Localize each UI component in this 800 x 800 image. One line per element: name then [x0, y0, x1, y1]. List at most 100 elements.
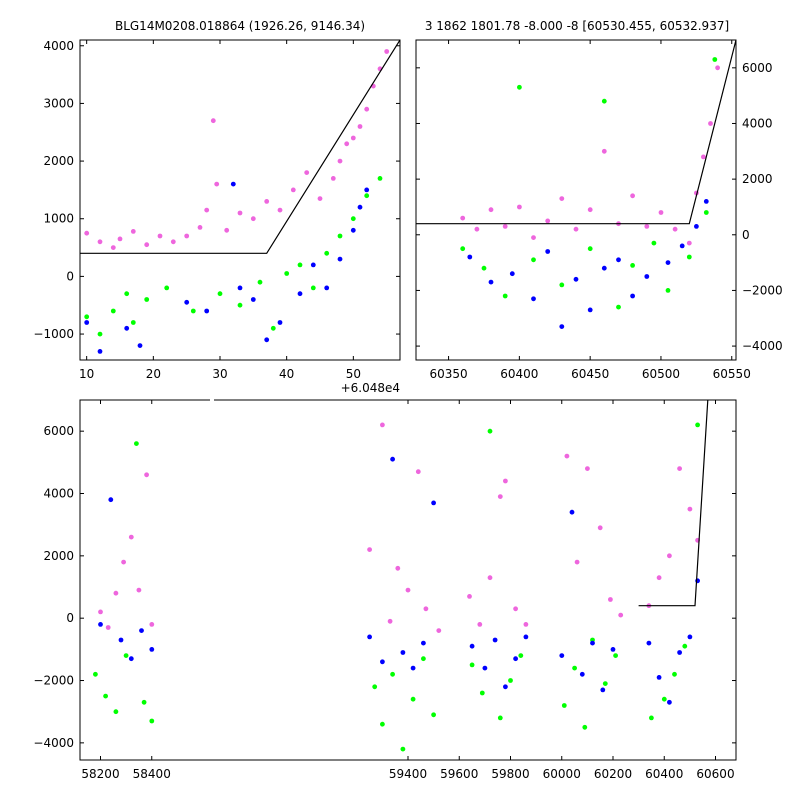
data-point-green — [460, 246, 466, 252]
data-point-green — [103, 693, 108, 699]
data-point-blue — [646, 640, 652, 646]
data-point-blue — [587, 307, 593, 313]
x-tick-label: 20 — [146, 367, 161, 381]
data-point-green — [703, 210, 709, 215]
y-tick-label: 4000 — [43, 487, 74, 501]
data-point-magenta — [97, 239, 103, 245]
data-point-blue — [184, 299, 190, 305]
data-point-blue — [694, 224, 699, 229]
data-point-green — [479, 690, 485, 696]
data-point-magenta — [559, 196, 565, 202]
data-point-magenta — [585, 466, 590, 471]
data-point-magenta — [488, 207, 494, 213]
data-point-green — [651, 240, 657, 246]
data-point-green — [337, 233, 343, 239]
model-line — [638, 400, 709, 607]
data-point-green — [400, 746, 406, 752]
data-point-magenta — [317, 196, 323, 202]
x-tick-label: 50 — [346, 367, 361, 381]
data-point-green — [421, 656, 426, 662]
data-point-green — [364, 193, 370, 199]
data-point-blue — [665, 260, 671, 265]
data-point-magenta — [497, 494, 503, 499]
y-tick-label: 0 — [66, 611, 74, 625]
data-point-magenta — [630, 193, 635, 199]
x-tick-label: 60000 — [543, 767, 581, 781]
data-point-blue — [509, 271, 515, 277]
data-point-magenta — [350, 135, 356, 141]
top-right-panel: 60350 60400 60450 60500 60550 −4000 −2000 0 2000… — [415, 39, 783, 381]
x-tick-label: 10 — [79, 367, 94, 381]
data-point-blue — [230, 181, 236, 187]
data-point-magenta — [531, 235, 536, 241]
data-point-magenta — [84, 230, 90, 236]
data-point-blue — [108, 497, 114, 503]
data-point-blue — [297, 291, 303, 297]
data-point-magenta — [204, 207, 210, 213]
top-left-panel: 10 20 30 40 50 −1000 0 1000 2000 3000 4000 +6.048e4 — [33, 39, 401, 395]
data-point-magenta — [98, 609, 103, 615]
data-point-blue — [204, 308, 210, 314]
y-tick-label: 6000 — [742, 61, 773, 75]
data-point-magenta — [395, 565, 401, 571]
data-point-blue — [610, 647, 616, 652]
data-point-blue — [601, 265, 607, 271]
data-point-magenta — [304, 170, 310, 176]
y-tick-label: −4000 — [33, 736, 74, 750]
data-point-blue — [679, 243, 685, 249]
y-tick-label: −1000 — [33, 327, 74, 341]
data-point-blue — [590, 640, 595, 646]
data-point-blue — [350, 227, 356, 233]
data-point-magenta — [128, 534, 134, 540]
data-point-green — [431, 712, 436, 718]
axes-frame — [79, 39, 401, 361]
plot-area — [80, 40, 400, 354]
data-point-green — [380, 721, 385, 727]
data-point-magenta — [184, 233, 190, 239]
data-point-magenta — [130, 229, 136, 234]
data-point-blue — [364, 187, 370, 193]
data-point-green — [649, 715, 654, 721]
data-point-blue — [644, 274, 650, 279]
data-point-magenta — [467, 594, 472, 599]
data-point-blue — [503, 684, 508, 690]
data-point-magenta — [197, 225, 203, 230]
data-point-magenta — [618, 612, 624, 618]
data-point-magenta — [149, 622, 155, 627]
data-point-magenta — [264, 199, 270, 204]
x-tick-label: 59400 — [389, 767, 427, 781]
y-tick-label: 0 — [66, 269, 74, 283]
x-tick-label: 60500 — [642, 367, 680, 381]
data-point-magenta — [667, 553, 672, 559]
data-point-magenta — [117, 236, 123, 242]
data-point-magenta — [708, 121, 713, 126]
data-point-green — [97, 331, 103, 337]
data-point-green — [712, 57, 718, 62]
data-point-green — [217, 291, 223, 297]
data-point-magenta — [144, 242, 150, 248]
data-point-magenta — [644, 224, 650, 229]
data-point-green — [531, 257, 536, 263]
y-tick-label: 0 — [742, 228, 750, 242]
data-point-magenta — [477, 622, 483, 627]
data-point-magenta — [364, 106, 370, 112]
data-point-magenta — [121, 559, 126, 565]
data-point-magenta — [601, 148, 607, 154]
data-point-blue — [630, 293, 635, 299]
data-point-blue — [482, 665, 488, 671]
data-point-magenta — [367, 547, 372, 552]
data-point-green — [518, 653, 524, 658]
data-point-magenta — [214, 181, 220, 187]
data-point-blue — [616, 257, 621, 263]
data-point-blue — [128, 656, 134, 662]
data-point-magenta — [330, 176, 336, 181]
x-tick-label: 60400 — [500, 367, 538, 381]
data-point-green — [665, 288, 671, 293]
axis-break — [210, 396, 214, 404]
data-point-magenta — [672, 226, 678, 232]
data-point-magenta — [224, 227, 230, 233]
data-point-magenta — [357, 124, 363, 129]
data-point-magenta — [587, 207, 593, 213]
data-point-magenta — [290, 187, 296, 193]
